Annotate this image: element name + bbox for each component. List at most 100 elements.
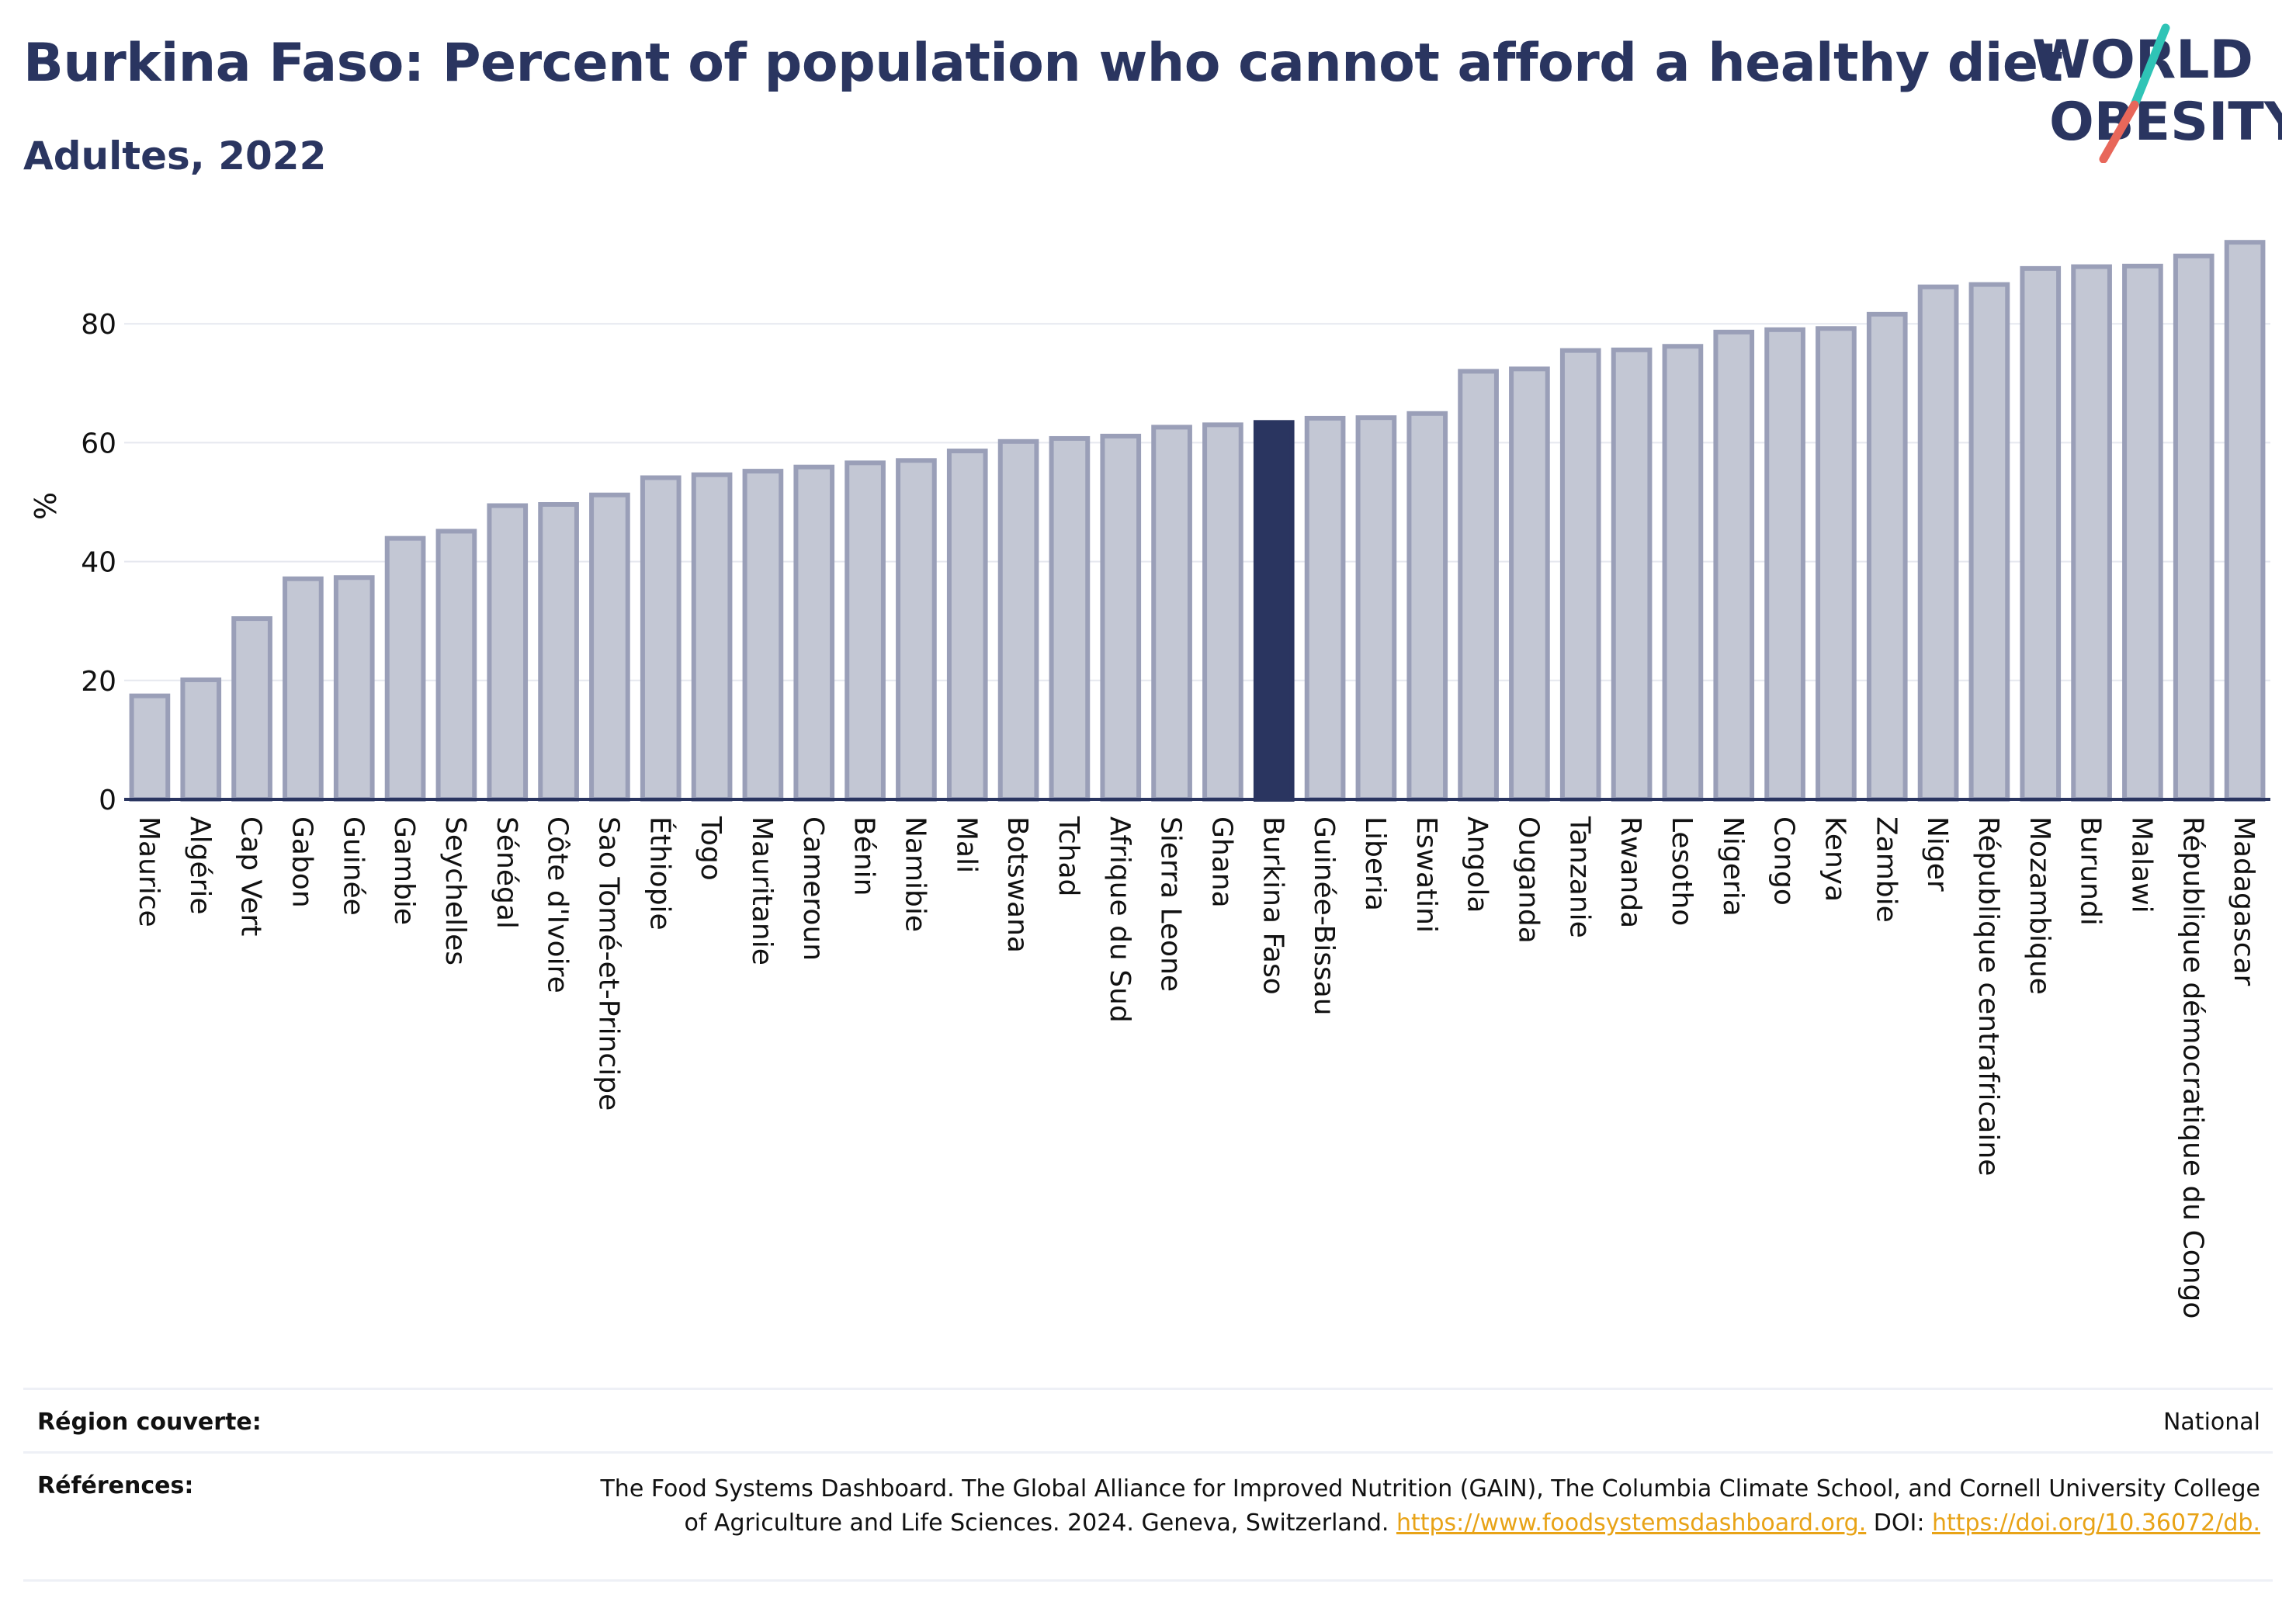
bar [283, 576, 324, 802]
x-tick-label: République centrafricaine [1972, 816, 2004, 1176]
x-tick-label: Gabon [286, 816, 317, 908]
x-tick-label: Kenya [1819, 816, 1850, 902]
bar [1968, 282, 2010, 802]
bar [1049, 435, 1091, 802]
bar [231, 616, 272, 802]
bar [640, 475, 682, 802]
x-tick-label: Côte d'Ivoire [542, 816, 574, 993]
bar-chart: 0 20 40 60 80 Maurice Algérie Cap Vert Gabon Gui… [29, 240, 2270, 1319]
bar [1559, 348, 1601, 802]
bar [2173, 253, 2214, 802]
bar [1100, 433, 1142, 802]
bar [691, 472, 733, 802]
x-tick-label: Sénégal [491, 816, 522, 929]
x-tick-label: Seychelles [439, 816, 471, 965]
x-tick-labels: Maurice Algérie Cap Vert Gabon Guinée Gambie S… [133, 816, 2260, 1319]
x-tick-label: Rwanda [1614, 816, 1646, 928]
bar [946, 449, 988, 802]
bar [896, 458, 937, 802]
bar [129, 693, 171, 802]
x-tick-label: Eswatini [1410, 816, 1442, 933]
bar [1917, 284, 1959, 802]
references-text: The Food Systems Dashboard. The Global A… [591, 1472, 2260, 1541]
bar [1355, 415, 1397, 802]
bar [2224, 240, 2266, 802]
x-tick-label: Afrique du Sud [1104, 816, 1136, 1023]
region-value: National [2162, 1409, 2260, 1436]
x-tick-label: Burkina Faso [1257, 816, 1288, 995]
x-tick-label: Tanzanie [1563, 816, 1595, 938]
bar [2122, 263, 2163, 802]
bar-highlighted [1253, 420, 1295, 802]
x-tick-label: Gambie [388, 816, 420, 925]
x-tick-label: Burundi [2075, 816, 2107, 926]
x-tick-label: Zambie [1870, 816, 1902, 923]
x-tick-label: Angola [1462, 816, 1493, 913]
region-label: Région couverte: [37, 1409, 262, 1436]
bar [1866, 311, 1908, 802]
logo-text-obesity: OBESITY [2049, 92, 2282, 153]
x-tick-label: Mauritanie [746, 816, 778, 965]
x-tick-label: Togo [695, 816, 727, 881]
references-label: Références: [37, 1472, 194, 1499]
x-tick-label: Guinée [337, 816, 369, 916]
y-tick-label: 0 [99, 785, 116, 816]
x-tick-label: Cap Vert [235, 816, 267, 936]
bar [435, 529, 477, 802]
x-tick-label: Éthiopie [643, 816, 676, 931]
references-doi-label: DOI: [1866, 1509, 1932, 1537]
bar [2020, 265, 2062, 802]
references-body: The Food Systems Dashboard. The Global A… [600, 1475, 2260, 1537]
x-tick-label: Lesotho [1666, 816, 1698, 926]
x-tick-label: Mali [950, 816, 982, 873]
x-tick-label: Madagascar [2228, 816, 2260, 986]
grid-layer [124, 323, 2270, 681]
bar [1151, 425, 1192, 802]
bar [742, 469, 784, 802]
bar [180, 677, 222, 802]
bar [845, 460, 886, 802]
x-tick-label: Bénin [848, 816, 880, 896]
y-tick-label: 20 [81, 666, 116, 698]
references-link-doi[interactable]: https://doi.org/10.36072/db. [1932, 1509, 2260, 1537]
bar [1304, 415, 1346, 802]
bar [1202, 422, 1243, 802]
bar [589, 492, 630, 802]
y-axis-label: % [29, 492, 63, 520]
footer-divider-bottom [23, 1579, 2273, 1582]
x-tick-label: Liberia [1359, 816, 1391, 911]
y-tick-label: 40 [81, 547, 116, 579]
footer-divider-middle [23, 1451, 2273, 1454]
bar [487, 503, 529, 802]
x-tick-label: Ouganda [1512, 816, 1544, 944]
x-tick-label: Niger [1921, 816, 1953, 892]
x-tick-label: Malawi [2125, 816, 2157, 913]
bar [1713, 329, 1755, 802]
x-tick-label: Cameroun [797, 816, 829, 961]
bar [1764, 327, 1805, 802]
footer-divider-top [23, 1388, 2273, 1390]
bar [538, 502, 579, 802]
x-tick-label: Tchad [1053, 816, 1084, 896]
bar [1458, 369, 1499, 802]
bar [1406, 411, 1448, 802]
x-tick-label: Sao Tomé-et-Principe [592, 816, 624, 1111]
bar [384, 535, 426, 802]
y-tick-label: 60 [81, 428, 116, 459]
x-tick-label: Congo [1768, 816, 1800, 906]
bar [997, 438, 1039, 802]
references-link-dashboard[interactable]: https://www.foodsystemsdashboard.org. [1396, 1509, 1867, 1537]
x-tick-label: Guinée-Bissau [1308, 816, 1340, 1016]
x-tick-label: Sierra Leone [1155, 816, 1187, 992]
chart-title: Burkina Faso: Percent of population who … [23, 33, 2063, 94]
bar [2071, 264, 2112, 802]
bar [1509, 366, 1550, 802]
x-tick-label: Algérie [184, 816, 216, 915]
chart-subtitle: Adultes, 2022 [23, 133, 327, 178]
x-tick-label: République démocratique du Congo [2176, 816, 2208, 1319]
y-tick-label: 80 [81, 309, 116, 341]
x-tick-label: Maurice [133, 816, 165, 927]
x-tick-label: Ghana [1205, 816, 1237, 908]
world-obesity-logo: WORLD OBESITY [2032, 23, 2282, 163]
bar [793, 464, 835, 802]
